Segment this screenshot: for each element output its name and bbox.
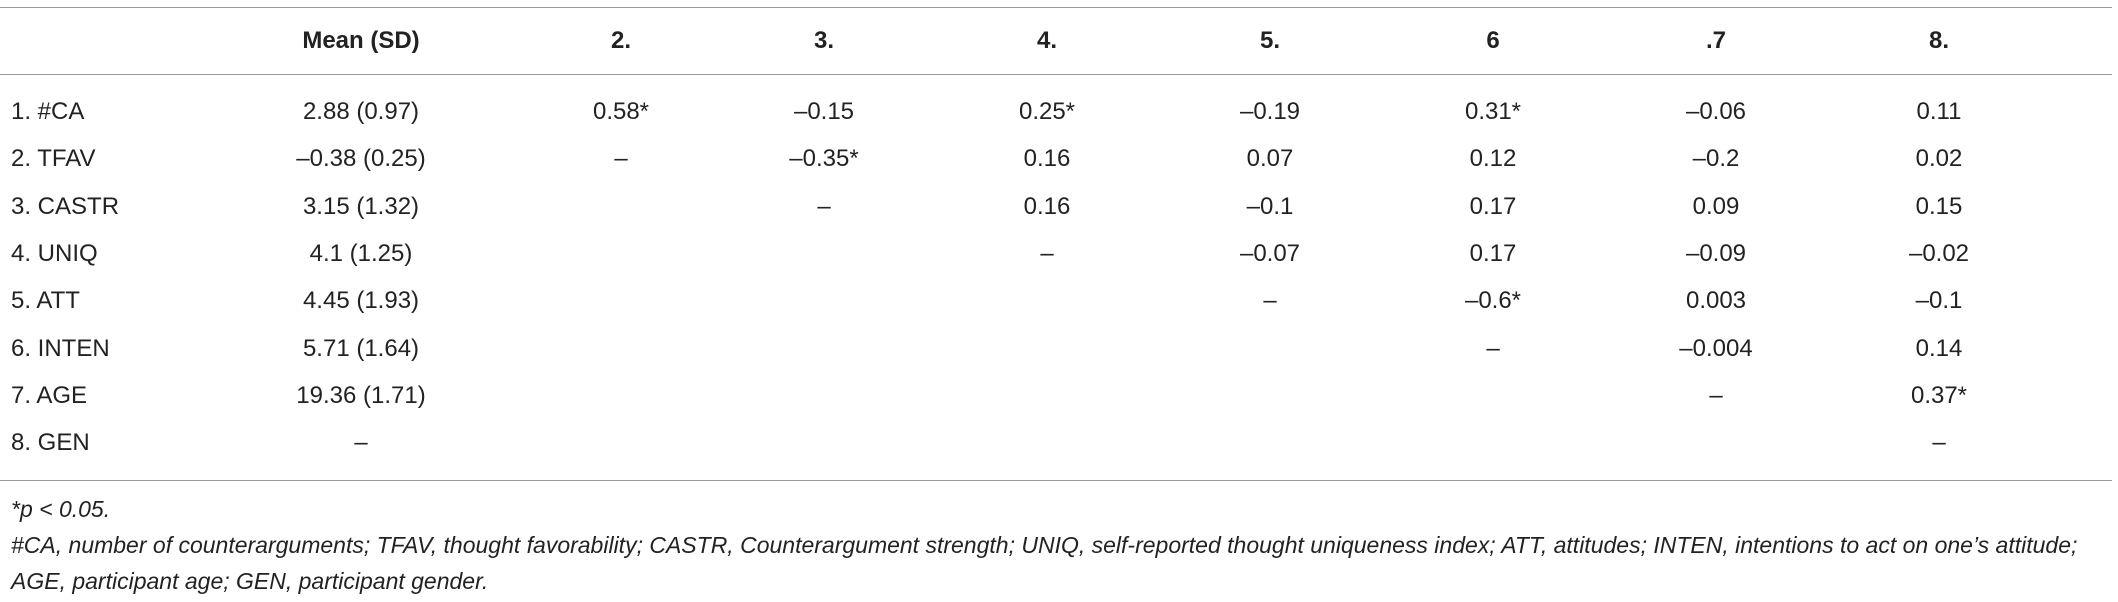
table-cell: 0.25* [1018, 98, 1076, 125]
table-cell: 4.45 (1.93) [302, 287, 420, 315]
row-label: 6. INTEN [11, 334, 110, 362]
column-header: 4. [1036, 27, 1058, 54]
row-label: 3. CASTR [11, 192, 120, 220]
table-cell: –0.6* [1464, 287, 1522, 315]
table-cell: 0.15 [1915, 192, 1963, 220]
table-cell: 0.14 [1915, 334, 1963, 362]
table-cell: –0.004 [1679, 334, 1753, 362]
table-cell: 0.02 [1915, 145, 1963, 173]
column-header: 2. [610, 27, 632, 54]
row-label: 2. TFAV [11, 145, 96, 173]
row-label: 5. ATT [11, 287, 80, 315]
table-cell: – [817, 192, 831, 220]
column-header: .7 [1705, 27, 1727, 54]
row-label: 4. UNIQ [11, 239, 98, 267]
column-header: 6 [1486, 27, 1500, 54]
table-cell: 0.16 [1023, 145, 1071, 173]
table-cell: – [1040, 239, 1054, 267]
table-cell: 0.003 [1685, 287, 1747, 315]
table-cell: – [354, 429, 368, 457]
column-header: 8. [1928, 27, 1950, 54]
table-cell: –0.1 [1915, 287, 1963, 315]
table-cell: 19.36 (1.71) [296, 381, 426, 409]
footnote: #CA, number of counterarguments; TFAV, t… [11, 532, 2078, 594]
row-label: 8. GEN [11, 429, 90, 457]
table-cell: 5.71 (1.64) [302, 334, 420, 362]
table-cell: –0.38 (0.25) [296, 145, 426, 173]
table-cell: –0.09 [1685, 239, 1747, 267]
header-rule [0, 74, 2112, 75]
table-cell: –0.02 [1908, 239, 1970, 267]
table-cell: – [1486, 334, 1500, 362]
table-cell: 2.88 (0.97) [302, 98, 420, 125]
row-label: 7. AGE [11, 381, 88, 409]
table-cell: –0.2 [1692, 145, 1740, 173]
table-cell: 0.17 [1469, 239, 1517, 267]
table-cell: 0.16 [1023, 192, 1071, 220]
table-cell: 0.37* [1910, 381, 1968, 409]
top-rule [0, 7, 2112, 8]
table-cell: 0.17 [1469, 192, 1517, 220]
column-header: 5. [1259, 27, 1281, 54]
table-cell: –0.35* [789, 145, 859, 173]
table-cell: 0.58* [592, 98, 650, 125]
table-cell: 4.1 (1.25) [309, 239, 413, 267]
table-cell: 3.15 (1.32) [302, 192, 420, 220]
table-cell: 0.31* [1464, 98, 1522, 125]
table-cell: – [614, 145, 628, 173]
row-label: 1. #CA [11, 98, 85, 125]
table-cell: –0.07 [1239, 239, 1301, 267]
table-cell: –0.15 [793, 98, 855, 125]
table-cell: – [1932, 429, 1946, 457]
column-header: 3. [813, 27, 835, 54]
footnote: *p < 0.05. [11, 496, 111, 522]
table-cell: –0.1 [1246, 192, 1294, 220]
table-cell: 0.12 [1469, 145, 1517, 173]
table-cell: 0.09 [1692, 192, 1740, 220]
table-cell: – [1709, 381, 1723, 409]
table-cell: 0.11 [1916, 98, 1962, 125]
column-header: Mean (SD) [302, 27, 420, 54]
table-cell: –0.06 [1685, 98, 1747, 125]
bottom-rule [0, 480, 2112, 481]
table-cell: – [1263, 287, 1277, 315]
table-cell: –0.19 [1239, 98, 1301, 125]
table-cell: 0.07 [1246, 145, 1294, 173]
